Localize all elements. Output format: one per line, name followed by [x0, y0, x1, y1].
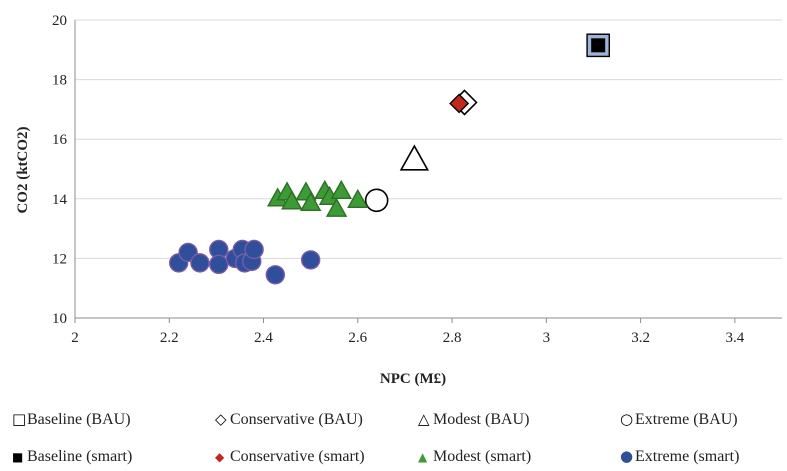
- axes: [74, 20, 782, 323]
- x-tick-label: 2: [71, 330, 79, 346]
- legend-entry: ◆ Conservative (smart): [215, 448, 365, 465]
- data-point: [586, 33, 610, 57]
- legend-symbol: △: [418, 410, 430, 428]
- data-point: [209, 254, 229, 275]
- data-point: [299, 191, 322, 211]
- x-tick-labels: 2 2.2 2.4 2.6 2.8 3 3.2 3.4: [71, 330, 744, 346]
- gridlines: [75, 19, 782, 259]
- x-tick-label: 2.6: [348, 330, 367, 346]
- marker-inner: [591, 38, 606, 53]
- legend-symbol: ○: [620, 410, 633, 428]
- data-point: [364, 188, 389, 213]
- legend-label: Conservative (smart): [230, 448, 365, 465]
- x-tick-label: 3: [543, 330, 551, 346]
- data-point: [330, 179, 352, 200]
- legend-label: Extreme (smart): [635, 448, 739, 465]
- legend-entry: ○ Extreme (BAU): [620, 410, 738, 428]
- legend: □ Baseline (BAU) ◇ Conservative (BAU) △ Modes…: [12, 410, 739, 465]
- y-tick-label: 18: [52, 73, 67, 89]
- data-points: [168, 33, 610, 285]
- legend-label: Modest (BAU): [433, 411, 529, 428]
- data-point: [300, 250, 321, 270]
- data-point: [325, 197, 348, 217]
- legend-label: Baseline (smart): [27, 448, 132, 465]
- legend-label: Conservative (BAU): [230, 411, 363, 428]
- x-tick-label: 2.2: [160, 330, 179, 346]
- legend-label: Baseline (BAU): [27, 411, 131, 428]
- legend-entry: ◇ Conservative (BAU): [215, 410, 363, 428]
- data-point: [399, 144, 430, 171]
- x-tick-label: 2.4: [254, 330, 273, 346]
- x-tick-label: 3.2: [631, 330, 650, 346]
- y-axis-title: CO2 (ktCO2): [15, 126, 31, 213]
- data-point: [449, 93, 470, 114]
- x-tick-label: 2.8: [443, 330, 462, 346]
- y-tick-labels: 10 12 14 16 18 20: [52, 13, 68, 327]
- legend-symbol: ■: [12, 450, 23, 464]
- data-point: [244, 239, 264, 260]
- legend-entry: ▲ Modest (smart): [418, 448, 531, 465]
- y-tick-label: 14: [52, 192, 68, 208]
- legend-entry: △ Modest (BAU): [418, 410, 529, 428]
- legend-label: Extreme (BAU): [635, 411, 738, 428]
- legend-label: Modest (smart): [433, 448, 531, 465]
- legend-entry: ■ Baseline (smart): [12, 448, 132, 465]
- legend-symbol: □: [12, 410, 26, 428]
- x-axis-title: NPC (M£): [380, 371, 446, 387]
- y-tick-label: 12: [52, 251, 67, 267]
- y-tick-label: 20: [52, 13, 67, 29]
- y-tick-label: 10: [52, 311, 67, 327]
- data-point: [347, 188, 369, 208]
- legend-entry: □ Baseline (BAU): [12, 410, 131, 428]
- legend-symbol: ◇: [215, 410, 227, 428]
- legend-symbol: ▲: [418, 450, 428, 464]
- data-point: [265, 265, 286, 285]
- legend-symbol: ●: [620, 447, 633, 465]
- data-point: [190, 253, 210, 273]
- legend-symbol: ◆: [215, 450, 225, 464]
- x-tick-label: 3.4: [725, 330, 744, 346]
- y-tick-label: 16: [52, 132, 68, 148]
- legend-entry: ● Extreme (smart): [620, 447, 739, 465]
